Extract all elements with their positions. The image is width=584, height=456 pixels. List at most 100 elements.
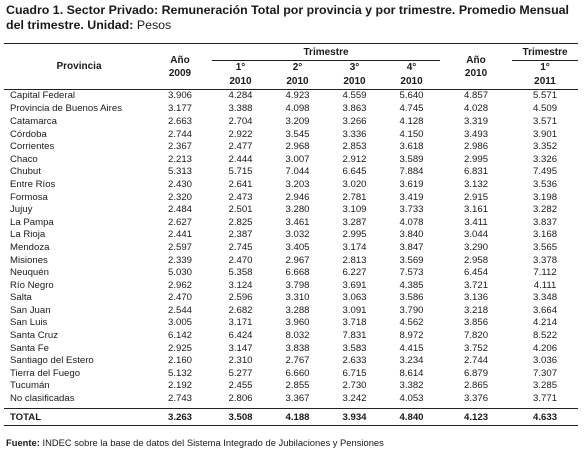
province-name: Jujuy — [10, 204, 33, 216]
value-cell: 4.078 — [399, 216, 424, 228]
value-cell: 2.922 — [228, 128, 253, 140]
value-cell: 6.715 — [342, 367, 367, 379]
value-cell: 2.745 — [228, 241, 253, 253]
province-name: Capital Federal — [10, 90, 76, 101]
value-cell: 4.111 — [533, 279, 557, 291]
total-cell: 4.188 — [269, 408, 326, 427]
value-cell: 2.387 — [228, 229, 253, 241]
province-name: Santiago del Estero — [10, 355, 94, 367]
province-name: Formosa — [10, 191, 48, 203]
table-row: Santa Cruz 6.142 6.424 8.032 7.831 8.972 7.820… — [4, 329, 578, 342]
value-cell: 4.028 — [464, 103, 489, 115]
value-cell: 4.562 — [399, 317, 424, 329]
value-cell: 6.660 — [285, 367, 310, 379]
province-name: Santa Cruz — [10, 330, 58, 342]
value-cell: 2.865 — [464, 380, 489, 392]
value-cell: 2.806 — [228, 393, 253, 405]
value-cell: 4.214 — [533, 317, 558, 329]
total-cell: 4.633 — [512, 408, 579, 427]
value-cell: 3.336 — [342, 128, 367, 140]
value-cell: 4.150 — [399, 128, 424, 140]
province-name: San Juan — [10, 304, 51, 316]
province-name: Misiones — [10, 254, 48, 266]
value-cell: 8.614 — [399, 367, 424, 379]
value-cell: 3.619 — [399, 178, 424, 190]
province-name: Chaco — [10, 153, 38, 165]
value-cell: 3.124 — [228, 279, 253, 291]
value-cell: 3.171 — [228, 317, 253, 329]
value-cell: 6.668 — [285, 267, 310, 279]
province-name: Tierra del Fuego — [10, 367, 81, 379]
value-cell: 7.573 — [399, 267, 424, 279]
value-cell: 6.142 — [167, 330, 192, 342]
province-name: Mendoza — [10, 241, 50, 253]
value-cell: 2.915 — [464, 191, 489, 203]
col-header-q3-2010: 3° — [349, 61, 360, 73]
value-cell: 4.509 — [533, 103, 558, 115]
table-body: Capital Federal 3.906 4.284 4.923 4.559 5.640… — [4, 90, 578, 409]
value-cell: 2.767 — [285, 355, 310, 367]
value-cell: 3.583 — [342, 342, 367, 354]
value-cell: 7.044 — [285, 166, 310, 178]
value-cell: 2.967 — [285, 254, 310, 266]
table-row: Tierra del Fuego 5.132 5.277 6.660 6.715 8.61… — [4, 367, 578, 380]
value-cell: 3.752 — [464, 342, 489, 354]
value-cell: 2.310 — [228, 355, 253, 367]
value-cell: 2.962 — [167, 279, 192, 291]
value-cell: 2.781 — [342, 191, 367, 203]
province-name: Catamarca — [10, 115, 57, 127]
province-name: Córdoba — [10, 128, 47, 140]
value-cell: 3.664 — [533, 304, 558, 316]
value-cell: 3.837 — [533, 216, 558, 228]
value-cell: 2.682 — [228, 304, 253, 316]
value-cell: 3.856 — [464, 317, 489, 329]
value-cell: 2.853 — [342, 141, 367, 153]
value-cell: 2.813 — [342, 254, 367, 266]
value-cell: 2.441 — [167, 229, 192, 241]
value-cell: 2.744 — [464, 355, 489, 367]
trimestre-label: Trimestre — [303, 46, 349, 58]
table-row: Salta 2.470 2.596 3.310 3.063 3.586 3.136 3.348 — [4, 292, 578, 305]
value-cell: 3.960 — [285, 317, 310, 329]
value-cell: 3.174 — [342, 241, 367, 253]
col-group-trimestre-2011: Trimestre — [512, 43, 579, 61]
value-cell: 8.972 — [399, 330, 424, 342]
value-cell: 3.234 — [399, 355, 424, 367]
value-cell: 3.721 — [464, 279, 489, 291]
remuneration-table: Provincia Año 2009 Trimestre Año 2010 Tr… — [4, 43, 579, 427]
value-cell: 3.847 — [399, 241, 424, 253]
province-name: Río Negro — [10, 279, 54, 291]
value-cell: 2.825 — [228, 216, 253, 228]
value-cell: 2.663 — [167, 115, 192, 127]
value-cell: 5.571 — [533, 90, 558, 101]
col-header-2010: Año 2010 — [446, 43, 507, 90]
value-cell: 4.857 — [464, 90, 489, 101]
value-cell: 4.923 — [285, 90, 310, 101]
value-cell: 2.995 — [342, 229, 367, 241]
value-cell: 3.198 — [533, 191, 558, 203]
value-cell: 4.098 — [285, 103, 310, 115]
value-cell: 3.280 — [285, 204, 310, 216]
col-header-provincia: Provincia — [4, 43, 154, 90]
value-cell: 3.218 — [464, 304, 489, 316]
value-cell: 2.367 — [167, 141, 192, 153]
province-name: Salta — [10, 292, 32, 304]
value-cell: 4.128 — [399, 115, 424, 127]
table-title-text: Cuadro 1. Sector Privado: Remuneración T… — [6, 3, 569, 32]
value-cell: 2.743 — [167, 393, 192, 405]
province-name: Neuquén — [10, 267, 49, 279]
value-cell: 3.348 — [533, 292, 558, 304]
value-cell: 2.430 — [167, 178, 192, 190]
value-cell: 3.282 — [533, 204, 558, 216]
value-cell: 3.007 — [285, 153, 310, 165]
value-cell: 3.161 — [464, 204, 489, 216]
value-cell: 4.745 — [399, 103, 424, 115]
value-cell: 2.995 — [464, 153, 489, 165]
value-cell: 2.484 — [167, 204, 192, 216]
value-cell: 3.798 — [285, 279, 310, 291]
value-cell: 2.627 — [167, 216, 192, 228]
value-cell: 2.596 — [228, 292, 253, 304]
value-cell: 3.733 — [399, 204, 424, 216]
value-cell: 3.565 — [533, 241, 558, 253]
province-name: No clasificadas — [10, 393, 75, 405]
